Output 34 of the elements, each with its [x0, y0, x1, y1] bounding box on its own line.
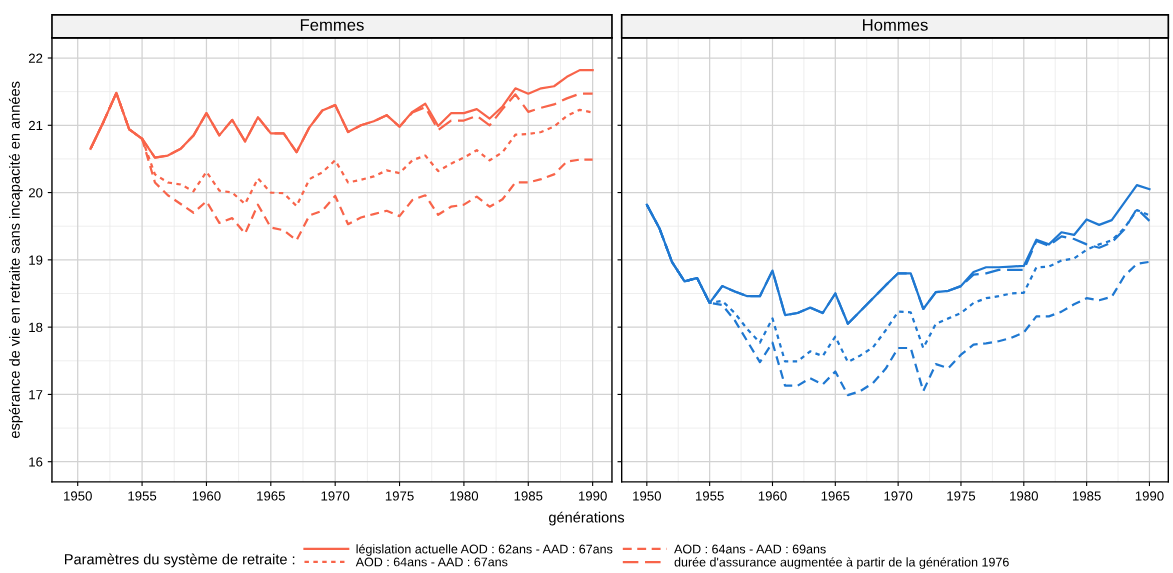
y-tick-label: 17 [29, 390, 43, 400]
x-tick-label: 1960 [758, 491, 787, 501]
x-tick-label: 1950 [633, 491, 661, 501]
chart-title: Hommes [863, 19, 928, 31]
x-tick-label: 1950 [64, 491, 92, 501]
legend-label: durée d'assurance augmentée à partir de la génération 1976 [674, 557, 1009, 569]
x-tick-label: 1965 [821, 491, 850, 501]
y-tick-label: 20 [28, 188, 43, 198]
legend-label: législation actuelle AOD : 62ans - AAD : 67ans [356, 544, 613, 556]
x-tick-label: 1990 [1135, 491, 1164, 501]
chart-title: Femmes [300, 19, 364, 31]
y-tick-label: 18 [29, 322, 43, 333]
y-tick-label: 21 [28, 120, 43, 131]
x-tick-label: 1955 [128, 491, 157, 501]
x-tick-label: 1980 [1010, 491, 1038, 501]
x-tick-label: 1990 [578, 491, 607, 501]
legend-label: AOD : 64ans - AAD : 67ans [355, 557, 508, 567]
y-tick-label: 22 [28, 53, 43, 63]
legend-title: Paramètres du système de retraite : [65, 553, 295, 568]
y-axis-title: espérance de vie en retraite sans incapacité en années [8, 81, 23, 438]
x-tick-label: 1975 [385, 491, 414, 501]
x-tick-label: 1955 [695, 491, 724, 501]
x-tick-label: 1970 [884, 491, 913, 501]
x-tick-label: 1985 [1072, 491, 1101, 501]
x-tick-label: 1970 [321, 491, 350, 501]
x-tick-label: 1985 [514, 491, 543, 501]
y-tick-label: 19 [29, 255, 43, 265]
x-tick-label: 1980 [450, 491, 479, 501]
x-tick-label: 1960 [192, 491, 221, 501]
x-axis-title: générations [549, 511, 625, 526]
x-tick-label: 1975 [947, 491, 976, 501]
y-tick-label: 16 [29, 457, 43, 467]
legend-label: AOD : 64ans - AAD : 69ans [674, 544, 826, 554]
x-tick-label: 1965 [257, 491, 285, 501]
